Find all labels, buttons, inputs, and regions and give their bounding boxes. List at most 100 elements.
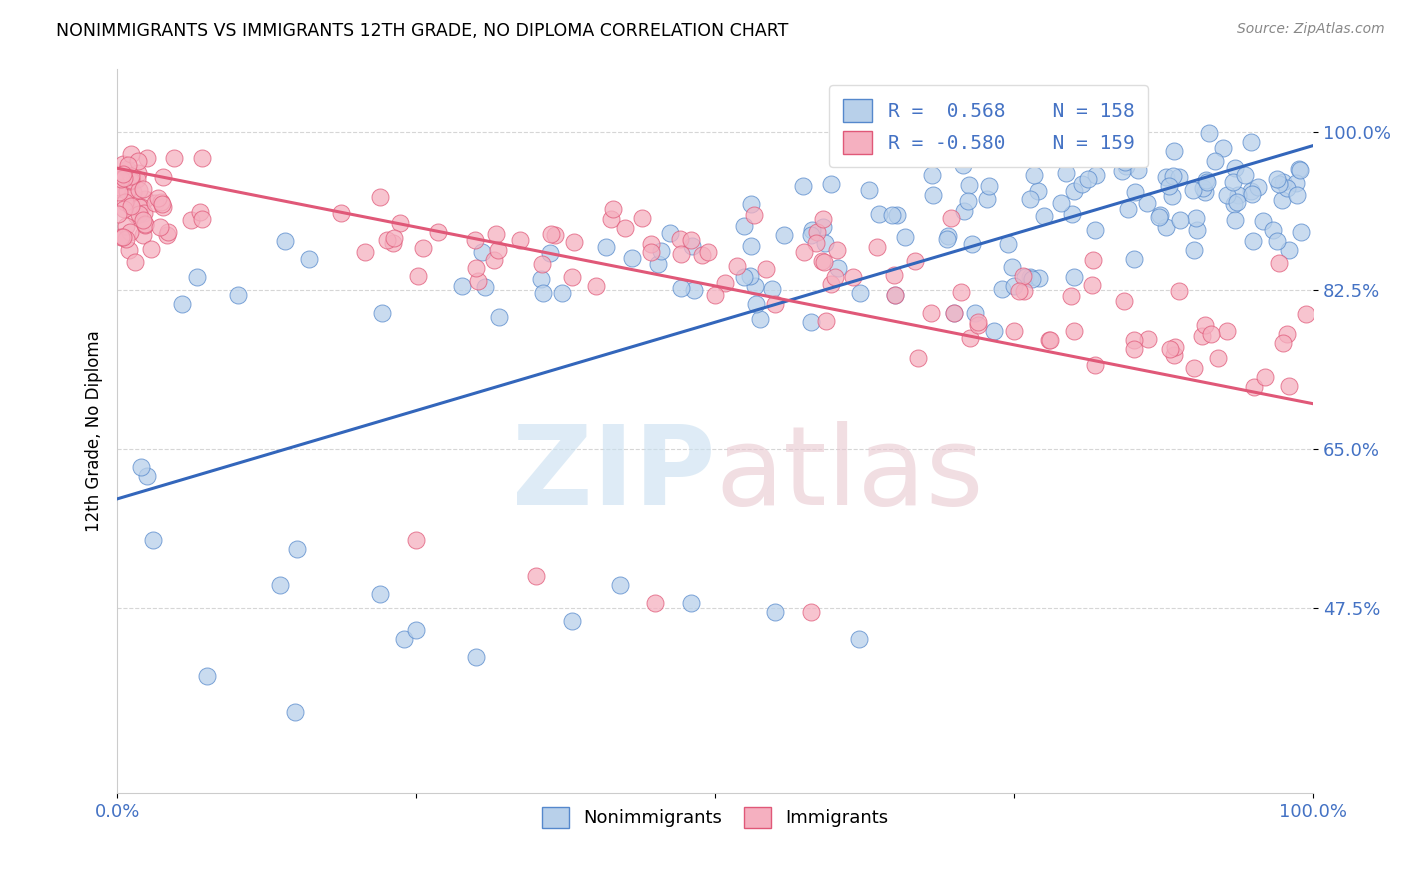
Point <box>800 605 823 619</box>
Point <box>1149 210 1171 224</box>
Point <box>1098 148 1121 162</box>
Point <box>1008 284 1031 298</box>
Point <box>1185 222 1208 236</box>
Point <box>115 232 138 246</box>
Point <box>921 188 943 202</box>
Point <box>562 235 585 249</box>
Point <box>883 288 905 302</box>
Point <box>465 260 488 275</box>
Point <box>1085 168 1108 182</box>
Point <box>561 614 583 628</box>
Point <box>740 238 762 252</box>
Point <box>412 241 434 255</box>
Point <box>107 180 129 194</box>
Point <box>744 278 766 293</box>
Point <box>983 324 1005 338</box>
Point <box>1125 141 1147 155</box>
Point <box>1223 161 1246 176</box>
Point <box>1168 170 1191 185</box>
Point <box>381 235 404 250</box>
Point <box>467 274 489 288</box>
Point <box>1206 351 1229 366</box>
Point <box>1225 212 1247 227</box>
Point <box>368 190 391 204</box>
Point <box>524 569 547 583</box>
Point <box>155 228 177 243</box>
Point <box>1026 184 1049 198</box>
Point <box>949 285 972 299</box>
Point <box>1122 334 1144 348</box>
Point <box>1164 340 1187 354</box>
Point <box>1063 185 1085 199</box>
Point <box>815 314 838 328</box>
Point <box>226 288 249 302</box>
Point <box>842 270 865 285</box>
Point <box>1240 186 1263 201</box>
Point <box>298 252 321 266</box>
Point <box>509 233 531 247</box>
Point <box>488 310 510 324</box>
Point <box>1271 175 1294 189</box>
Point <box>820 277 842 291</box>
Point <box>806 225 828 239</box>
Point <box>371 306 394 320</box>
Point <box>967 315 990 329</box>
Point <box>1198 126 1220 140</box>
Point <box>904 254 927 268</box>
Point <box>1226 195 1249 210</box>
Point <box>1081 277 1104 292</box>
Point <box>105 182 128 196</box>
Point <box>1263 223 1285 237</box>
Point <box>941 211 963 225</box>
Point <box>613 221 636 235</box>
Point <box>1227 187 1250 202</box>
Point <box>1060 207 1083 221</box>
Point <box>959 178 981 192</box>
Point <box>110 172 132 186</box>
Point <box>111 167 134 181</box>
Point <box>997 236 1019 251</box>
Point <box>800 315 823 329</box>
Point <box>811 212 834 227</box>
Point <box>180 213 202 227</box>
Point <box>388 216 411 230</box>
Point <box>640 236 662 251</box>
Point <box>285 541 308 556</box>
Point <box>920 306 942 320</box>
Point <box>121 185 143 199</box>
Point <box>128 183 150 197</box>
Point <box>375 234 398 248</box>
Point <box>1254 369 1277 384</box>
Point <box>1181 183 1204 197</box>
Point <box>132 228 155 243</box>
Point <box>1011 268 1033 283</box>
Point <box>692 248 714 262</box>
Point <box>120 226 142 240</box>
Point <box>793 244 815 259</box>
Point <box>370 587 392 601</box>
Point <box>134 218 156 232</box>
Point <box>976 193 998 207</box>
Point <box>118 244 141 258</box>
Point <box>810 253 832 268</box>
Point <box>1234 168 1257 182</box>
Point <box>107 169 129 184</box>
Point <box>1251 214 1274 228</box>
Point <box>991 282 1014 296</box>
Point <box>110 229 132 244</box>
Point <box>1163 144 1185 158</box>
Point <box>959 331 981 345</box>
Point <box>186 269 208 284</box>
Point <box>118 174 141 188</box>
Point <box>1268 256 1291 270</box>
Point <box>1201 327 1223 342</box>
Point <box>149 219 172 234</box>
Point <box>1063 324 1085 338</box>
Legend: Nonimmigrants, Immigrants: Nonimmigrants, Immigrants <box>534 800 896 835</box>
Point <box>1077 171 1099 186</box>
Point <box>1161 169 1184 184</box>
Point <box>152 200 174 214</box>
Point <box>1063 269 1085 284</box>
Point <box>813 255 835 269</box>
Point <box>602 202 624 216</box>
